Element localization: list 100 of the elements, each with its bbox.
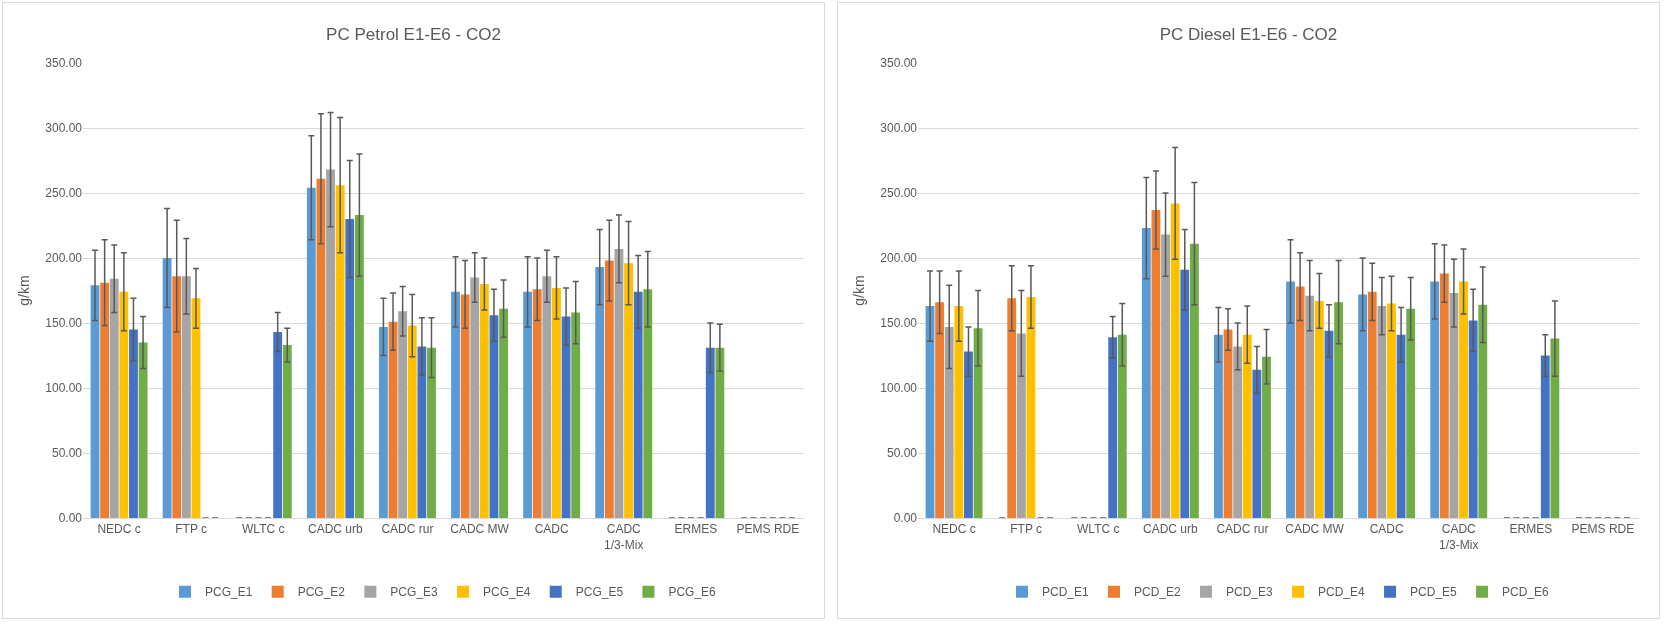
legend-label: PCG_E5	[575, 585, 624, 600]
y-tick-label: 50.00	[51, 446, 83, 461]
chart-title: PC Petrol E1-E6 - CO2	[326, 24, 501, 44]
bar	[1213, 334, 1223, 518]
bar	[705, 347, 715, 518]
x-tick-label: CADC rur	[381, 522, 434, 537]
bar	[532, 289, 542, 518]
bar	[181, 276, 191, 518]
legend-label: PCD_E4	[1318, 585, 1366, 600]
bar	[407, 325, 417, 518]
bar	[944, 326, 954, 518]
y-tick-label: 150.00	[880, 316, 918, 331]
bar	[1233, 346, 1243, 518]
bar	[1262, 356, 1271, 518]
bar	[172, 276, 182, 518]
bar	[1367, 291, 1377, 518]
x-tick-label: PEMS RDE	[736, 522, 800, 537]
y-tick-label: 0.00	[893, 511, 918, 526]
bar	[451, 291, 460, 518]
bar	[1016, 333, 1026, 518]
legend-label: PCD_E5	[1410, 585, 1458, 600]
bar	[552, 287, 561, 518]
bar	[326, 169, 335, 518]
bar	[1459, 281, 1468, 518]
legend-label: PCD_E1	[1042, 585, 1090, 600]
bar	[935, 302, 945, 518]
bar	[119, 291, 129, 518]
x-tick-label: CADC rur	[1216, 522, 1269, 537]
bar	[354, 215, 364, 518]
bar	[499, 308, 509, 518]
bar	[129, 329, 138, 518]
bar	[1406, 308, 1416, 518]
bar	[273, 332, 283, 518]
x-tick-label: CADC	[1369, 522, 1404, 537]
y-tick-label: 0.00	[58, 511, 83, 526]
x-tick-label: NEDC c	[97, 522, 141, 537]
bar	[1242, 334, 1252, 518]
x-tick-label: CADC MW	[1285, 522, 1345, 537]
y-tick-label: 350.00	[880, 56, 918, 71]
x-tick-label: CADC urb	[1143, 522, 1199, 537]
x-tick-label: ERMES	[1509, 522, 1553, 537]
y-tick-label: 200.00	[45, 251, 83, 266]
bar	[100, 282, 110, 518]
bar	[624, 263, 633, 518]
bar	[604, 260, 614, 518]
x-tick-label: WLTC c	[1077, 522, 1120, 537]
bar	[335, 185, 345, 518]
x-tick-label: CADC MW	[450, 522, 510, 537]
x-tick-label: CADC 1/3-Mix	[604, 522, 644, 552]
bar	[1180, 269, 1190, 518]
x-tick-label: FTP c	[1010, 522, 1043, 537]
x-tick-label: CADC urb	[308, 522, 364, 537]
y-axis-title: g/km	[15, 275, 32, 306]
bar	[633, 291, 643, 518]
y-tick-label: 100.00	[880, 381, 918, 396]
bar	[973, 328, 983, 518]
bar	[162, 258, 172, 518]
bar	[282, 345, 292, 518]
y-tick-label: 250.00	[45, 186, 83, 201]
y-tick-label: 300.00	[880, 121, 918, 136]
bar	[595, 267, 605, 518]
bar	[398, 311, 408, 518]
x-tick-label: ERMES	[674, 522, 718, 537]
bar	[109, 278, 119, 518]
bar	[1295, 286, 1305, 518]
bar	[1161, 234, 1170, 518]
y-tick-label: 200.00	[880, 251, 918, 266]
x-tick-label: PEMS RDE	[1571, 522, 1635, 537]
bar	[954, 306, 964, 518]
x-tick-label: FTP c	[175, 522, 208, 537]
bar	[1117, 334, 1127, 518]
bar	[964, 351, 973, 518]
bar	[1468, 320, 1478, 518]
y-tick-label: 350.00	[45, 56, 83, 71]
legend-label: PCD_E6	[1502, 585, 1550, 600]
bar	[417, 346, 427, 518]
bar	[1550, 338, 1560, 518]
bar	[1170, 203, 1180, 518]
y-axis-title: g/km	[850, 275, 867, 306]
y-tick-label: 150.00	[45, 316, 83, 331]
x-tick-label: CADC	[534, 522, 569, 537]
bar	[1387, 303, 1396, 518]
legend-label: PCG_E6	[668, 585, 717, 600]
bar	[1377, 306, 1387, 518]
bar	[345, 219, 355, 518]
legend-label: PCG_E1	[205, 585, 253, 600]
legend-label: PCD_E3	[1226, 585, 1274, 600]
bar	[643, 289, 653, 518]
bar	[1314, 300, 1324, 518]
bar	[542, 276, 552, 518]
bar	[460, 294, 470, 518]
bar	[306, 187, 316, 518]
legend-label: PCG_E3	[390, 585, 439, 600]
bar	[427, 347, 436, 518]
bar	[1007, 298, 1017, 518]
bar	[1430, 281, 1440, 518]
bar	[479, 284, 489, 518]
x-tick-label: NEDC c	[932, 522, 976, 537]
bar	[1305, 295, 1315, 518]
bar	[470, 277, 480, 518]
